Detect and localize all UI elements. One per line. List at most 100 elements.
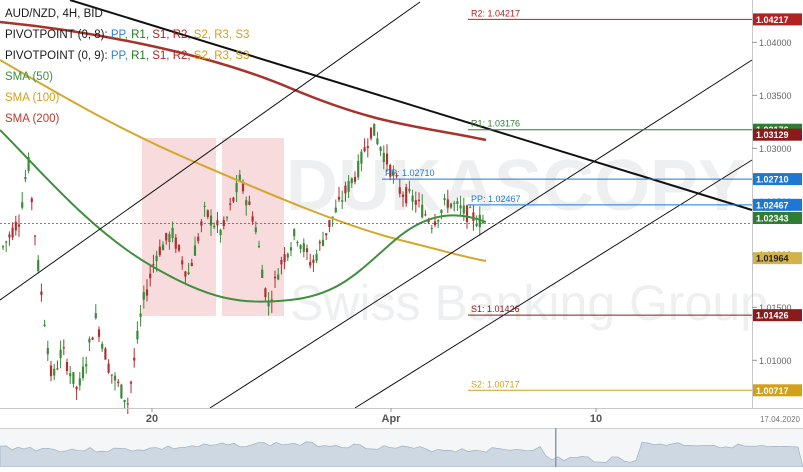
candle-body [37,260,40,272]
price-tag: 1.01426 [753,309,802,322]
candle-body [424,214,427,216]
candle-body [350,178,353,184]
candle-body [88,338,91,343]
price-tag: 1.02467 [753,198,802,211]
pivot-legend-item: R2, [172,29,194,41]
candle-body [433,221,437,226]
candle-body [369,127,373,139]
candle-body [382,152,385,162]
candle-body [261,269,264,278]
date-label: 17.04.2020 [760,415,801,424]
y-tick-label: 1.04000 [759,38,792,48]
pivot-level-label: PP: 1.02710 [385,168,435,178]
candle-body [33,235,37,237]
price-tag-text: 1.02343 [756,213,789,223]
candle-body [273,276,277,279]
candle-body [145,289,149,296]
candle-body [222,220,225,226]
candle-body [203,205,206,207]
candle-body [69,373,72,377]
price-tag-bg [753,252,802,265]
pivot-legend-item: R3, [214,50,236,62]
candle-body [142,292,145,300]
candle-body [59,349,62,359]
pivot-legend-item: S1, [152,50,173,62]
candle-body [78,378,81,386]
candle-body [219,229,222,236]
pivot-level-label: R1: 1.03176 [471,119,520,129]
candle-body [155,255,158,262]
x-tick-label: 20 [146,413,158,425]
candle-body [459,205,462,209]
candle-body [389,165,392,177]
candle-body [123,400,126,403]
price-tag-text: 1.03129 [756,130,789,140]
sma-50-line [0,129,487,303]
support-trendline [354,159,753,409]
candle-body [126,403,129,405]
candle-body [469,207,472,209]
candle-body [309,261,312,266]
candle-body [113,375,117,381]
candle-body [117,381,120,384]
price-tag: 1.04217 [753,13,802,26]
legend: AUD/NZD, 4H, BID PIVOTPOINT (0, 8): PP, … [5,4,249,130]
candle-body [232,197,235,202]
candle-body [481,221,485,223]
candle-body [405,187,408,204]
candle-body [14,221,17,231]
candle-body [305,248,309,253]
candle-body [251,216,254,222]
pivot-level-label: S2: 1.00717 [471,379,520,389]
candle-body [17,224,21,227]
candle-body [257,245,261,248]
candle-body [225,217,229,219]
navigator-handle [555,428,557,467]
candle-body [299,245,302,249]
candle-body [318,241,321,244]
candle-body [280,259,283,265]
candle-body [347,181,350,192]
candle-body [357,160,360,178]
candle-body [277,274,280,280]
candle-body [72,372,75,384]
price-tag-text: 1.01964 [756,254,789,264]
candle-body [174,237,177,249]
candle-body [85,364,88,367]
pivot-legend-item: S3 [235,50,250,62]
pivot-legend-item: S2, [193,50,215,62]
candle-body [27,157,30,171]
candle-body [414,200,417,205]
candle-body [43,324,46,327]
candle-body [190,262,193,267]
candle-body [136,330,139,340]
price-tag-bg [753,211,802,224]
pivot-legend-2: PIVOTPOINT (0, 9): PP, R1, S1, R2, S2, R… [5,46,249,67]
price-tag-bg [753,128,802,141]
price-tag-text: 1.04217 [756,15,789,25]
navigator-area [0,441,803,468]
candle-body [229,203,232,205]
sma-100-line [0,59,487,262]
candle-body [81,366,85,378]
candle-body [65,362,69,372]
pivot-legend-item: S1, [152,29,173,41]
candle-body [101,343,104,349]
candle-body [293,229,296,237]
candle-body [398,187,401,194]
watermark-mark [142,138,216,316]
candle-body [472,212,475,221]
candle-body [286,253,289,258]
candle-body [312,259,315,263]
candle-body [465,205,469,223]
price-tag-text: 1.02467 [756,200,789,210]
pivot-legend-item: S2, [193,29,215,41]
candle-body [462,205,465,214]
pivot-legend-item: R1, [131,29,153,41]
candle-body [443,198,446,201]
pivot-legend-item: R3, [214,29,236,41]
candle-body [296,241,299,244]
candle-body [168,233,171,242]
